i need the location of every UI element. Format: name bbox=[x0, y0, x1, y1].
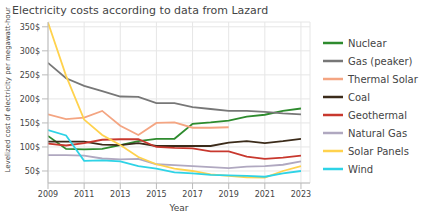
html-text:Electricity costs according to: Electricity costs according to data from… bbox=[12, 4, 269, 17]
svg-text:50$: 50$ bbox=[25, 167, 40, 176]
svg-text:2015: 2015 bbox=[146, 190, 166, 199]
svg-text:250$: 250$ bbox=[20, 71, 40, 80]
svg-text:350$: 350$ bbox=[20, 23, 40, 32]
svg-text:200$: 200$ bbox=[20, 95, 40, 104]
svg-text:Year: Year bbox=[168, 203, 188, 213]
html-text:Solar Panels: Solar Panels bbox=[348, 145, 409, 157]
svg-text:Levelized cost of electricity: Levelized cost of electricity per megawa… bbox=[8, 7, 12, 173]
html-text:Wind: Wind bbox=[348, 163, 374, 175]
html-text:Thermal Solar: Thermal Solar bbox=[348, 73, 418, 85]
svg-text:2017: 2017 bbox=[182, 190, 202, 199]
svg-text:2021: 2021 bbox=[255, 190, 275, 199]
svg-text:2009: 2009 bbox=[38, 190, 58, 199]
html-text:Gas (peaker): Gas (peaker) bbox=[348, 55, 413, 67]
svg-text:300$: 300$ bbox=[20, 47, 40, 56]
svg-text:2013: 2013 bbox=[110, 190, 130, 199]
html-text:Natural Gas: Natural Gas bbox=[348, 127, 408, 139]
svg-text:2011: 2011 bbox=[74, 190, 94, 199]
html-text:Coal: Coal bbox=[348, 91, 370, 103]
html-text:Nuclear: Nuclear bbox=[348, 37, 387, 49]
svg-text:100$: 100$ bbox=[20, 143, 40, 152]
svg-text:150$: 150$ bbox=[20, 119, 40, 128]
svg-text:2023: 2023 bbox=[291, 190, 311, 199]
html-text:Geothermal: Geothermal bbox=[348, 109, 407, 121]
svg-text:2019: 2019 bbox=[219, 190, 239, 199]
